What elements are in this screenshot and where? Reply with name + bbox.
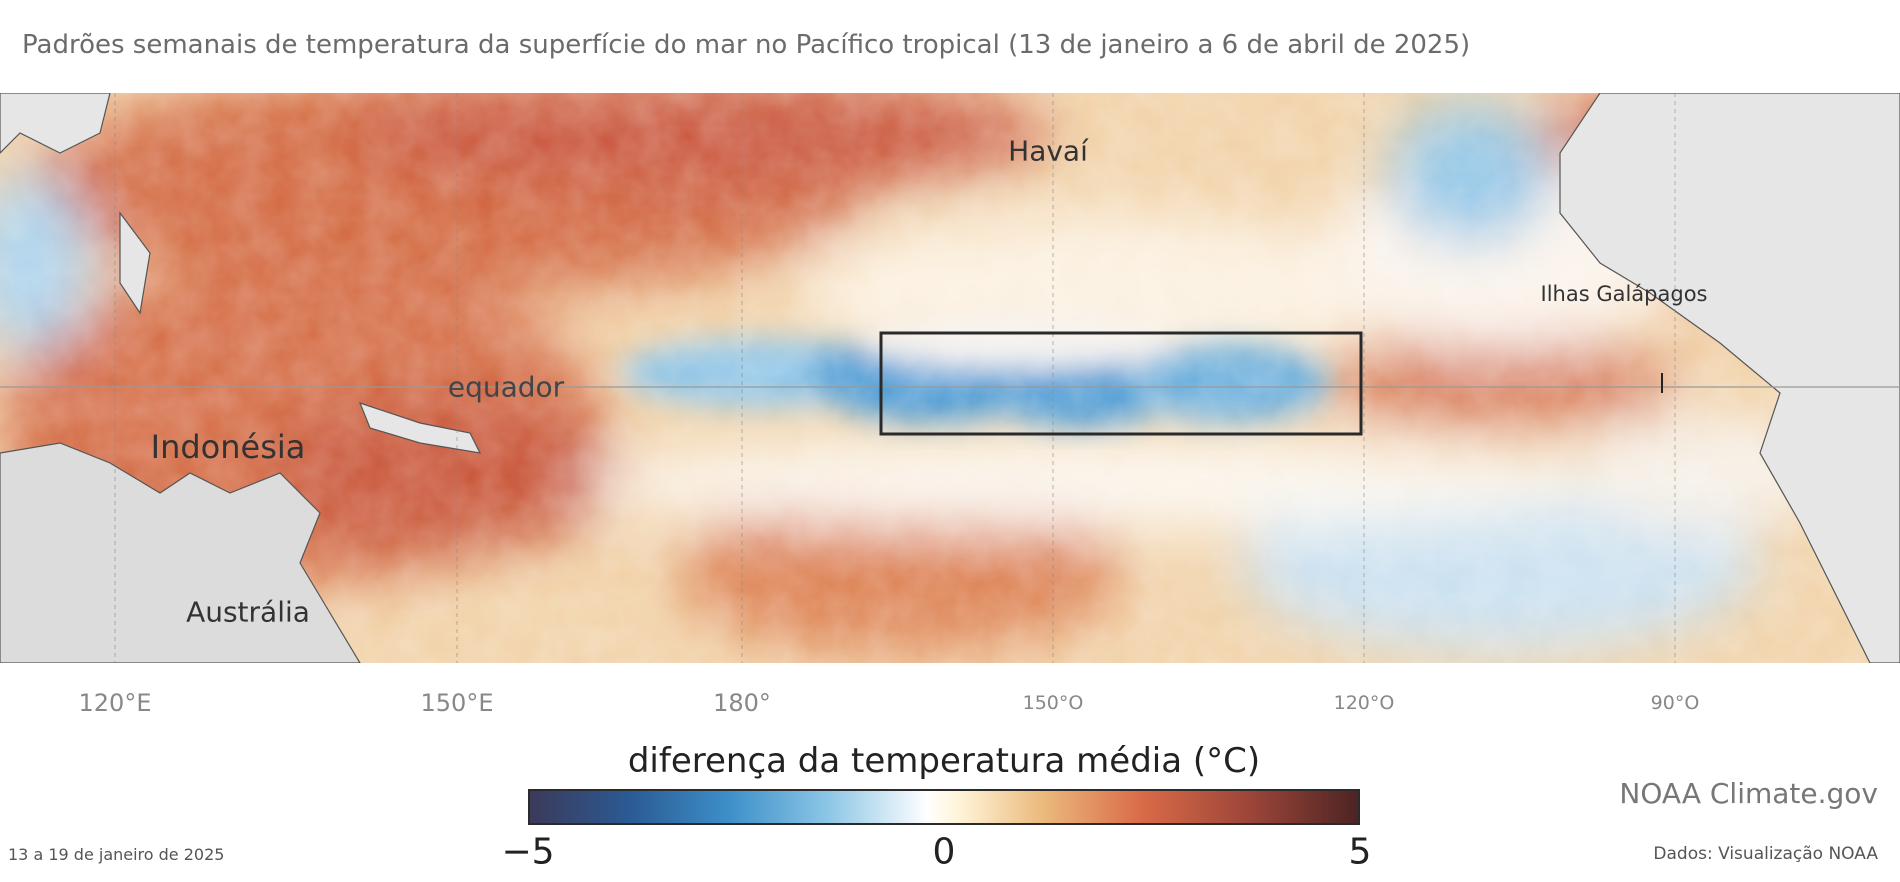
map-title: Padrões semanais de temperatura da super…: [22, 30, 1471, 60]
sst-anomaly-map: [0, 93, 1900, 663]
label-australia: Austrália: [186, 595, 310, 629]
colorbar-max: 5: [1348, 831, 1372, 873]
brand-logo-text: NOAA Climate.gov: [1619, 777, 1878, 810]
highlight-box: [879, 331, 1363, 436]
lon-tick: 150°O: [1022, 692, 1084, 714]
week-date: 13 a 19 de janeiro de 2025: [8, 845, 225, 864]
colorbar: [528, 789, 1360, 825]
data-source: Dados: Visualização NOAA: [1653, 844, 1878, 864]
label-hawaii: Havaí: [1008, 134, 1088, 168]
label-equator: equador: [447, 370, 565, 404]
colorbar-mid: 0: [932, 831, 956, 873]
label-indonesia: Indonésia: [150, 428, 306, 466]
colorbar-min: −5: [501, 831, 555, 873]
colorbar-title: diferença da temperatura média (°C): [627, 741, 1261, 781]
lon-tick: 150°E: [420, 689, 494, 717]
lon-tick: 180°: [713, 689, 771, 717]
lon-tick: 120°E: [78, 689, 152, 717]
lon-tick: 90°O: [1650, 692, 1700, 714]
label-galapagos: Ilhas Galápagos: [1540, 282, 1708, 306]
lon-tick: 120°O: [1333, 692, 1395, 714]
